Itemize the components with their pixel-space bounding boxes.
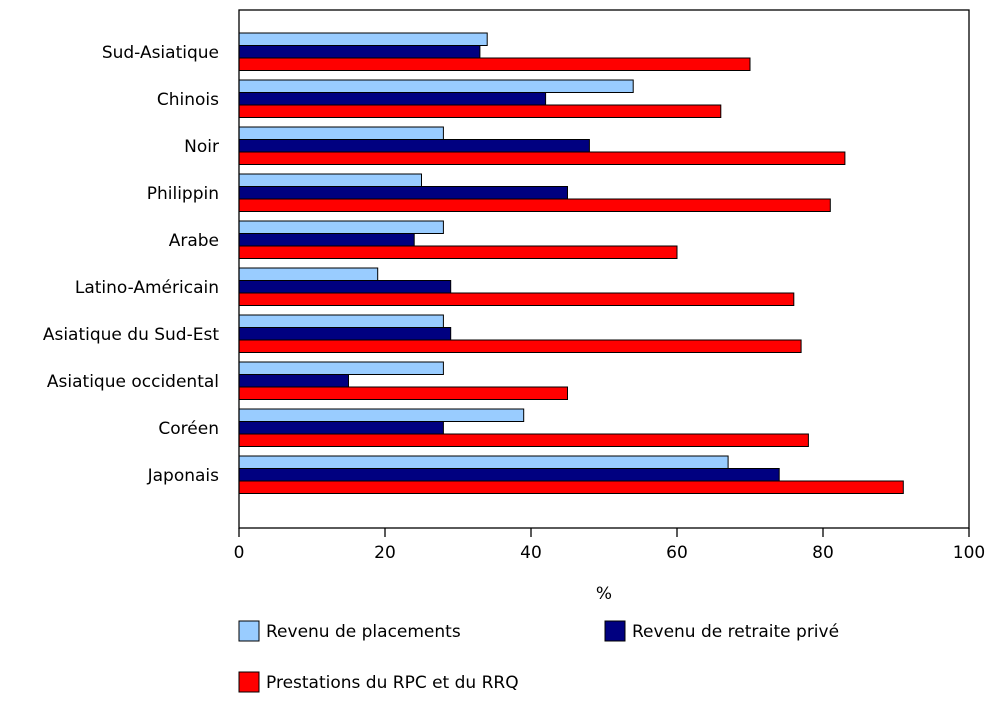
- category-label: Asiatique occidental: [47, 372, 219, 392]
- bar: [238, 92, 547, 106]
- y-axis-category-labels: Sud-Asiatique Chinois Noir Philippin Arabe La…: [43, 43, 220, 486]
- bar: [238, 280, 452, 294]
- legend-swatch: [238, 620, 260, 642]
- category-label: Asiatique du Sud-Est: [43, 325, 220, 345]
- x-axis-ticks: 0 20 40 60 80 100: [234, 528, 985, 563]
- plot-area-frame: [238, 9, 970, 529]
- bar: [238, 220, 444, 234]
- legend-label: Prestations du RPC et du RRQ: [266, 673, 519, 693]
- bar: [238, 198, 831, 212]
- bar: [238, 374, 349, 388]
- bar: [238, 468, 780, 482]
- bar: [238, 32, 488, 46]
- category-label: Arabe: [169, 231, 219, 251]
- bar: [238, 104, 722, 118]
- bar: [238, 79, 634, 93]
- x-tick-label: 40: [520, 543, 542, 563]
- bar: [238, 233, 415, 247]
- bar: [238, 408, 525, 422]
- x-tick-label: 60: [666, 543, 688, 563]
- bar: [238, 245, 678, 259]
- bar: [238, 57, 751, 71]
- legend-swatch: [604, 620, 626, 642]
- x-axis-label: %: [596, 584, 612, 604]
- bar: [238, 126, 444, 140]
- bar: [238, 292, 795, 306]
- bar: [238, 480, 904, 494]
- legend-swatch: [238, 671, 260, 693]
- x-tick-label: 100: [953, 543, 985, 563]
- bar: [238, 421, 444, 435]
- category-label: Japonais: [147, 466, 220, 486]
- x-tick-label: 80: [812, 543, 834, 563]
- category-label: Latino-Américain: [75, 278, 219, 298]
- category-label: Philippin: [147, 184, 219, 204]
- bar: [238, 339, 802, 353]
- bar: [238, 139, 590, 153]
- legend-label: Revenu de placements: [266, 622, 461, 642]
- bar: [238, 386, 568, 400]
- x-tick-label: 0: [234, 543, 245, 563]
- category-label: Chinois: [157, 90, 219, 110]
- bar: [238, 173, 422, 187]
- x-tick-label: 20: [374, 543, 396, 563]
- bar: [238, 267, 379, 281]
- bar: [238, 361, 444, 375]
- bar: [238, 186, 568, 200]
- bars-layer: [238, 32, 904, 494]
- legend-label: Revenu de retraite privé: [632, 622, 839, 642]
- bar: [238, 455, 729, 469]
- legend: Revenu de placements Revenu de retraite p…: [238, 620, 839, 693]
- category-label: Sud-Asiatique: [102, 43, 219, 63]
- category-label: Coréen: [158, 419, 219, 439]
- category-label: Noir: [184, 137, 219, 157]
- bar: [238, 433, 809, 447]
- bar: [238, 151, 846, 165]
- bar: [238, 45, 481, 59]
- bar: [238, 327, 452, 341]
- bar: [238, 314, 444, 328]
